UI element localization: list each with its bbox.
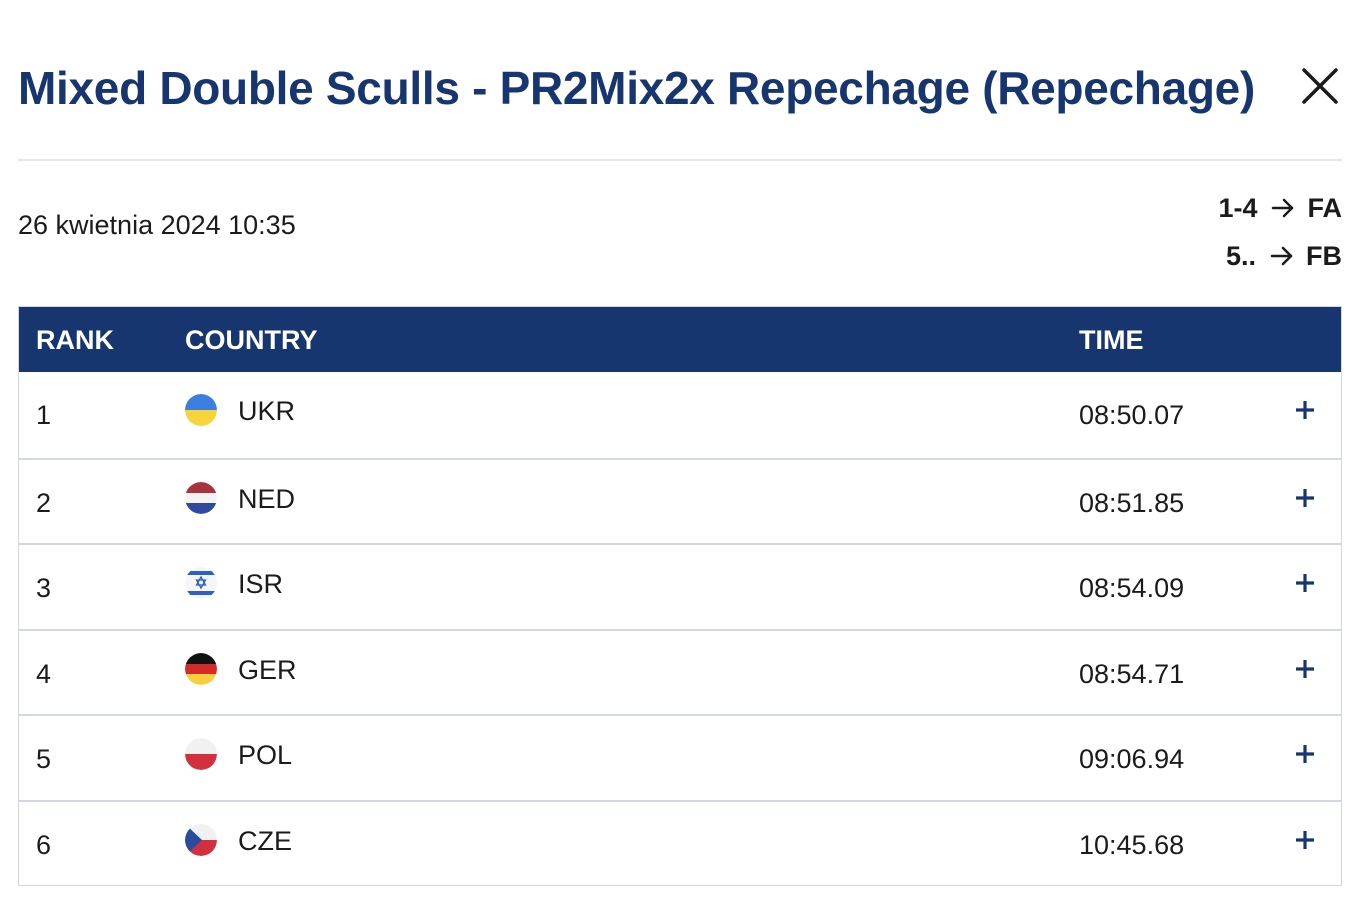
page-title: Mixed Double Sculls - PR2Mix2x Repechage… — [18, 62, 1255, 114]
close-icon — [1302, 68, 1338, 104]
country-cell: POL — [238, 740, 293, 770]
header-time: TIME — [1079, 325, 1144, 355]
progression-rule: 1-4 FA — [1218, 184, 1342, 232]
country-cell: CZE — [238, 825, 292, 856]
arrow-right-icon — [1270, 246, 1293, 266]
header-country: COUNTRY — [185, 325, 318, 355]
germany-flag-icon — [185, 652, 217, 685]
table-row: 6 CZE 10:45.68 — [19, 799, 1341, 886]
progression-target: FB — [1306, 240, 1342, 271]
header-divider — [18, 159, 1342, 161]
table-row: 4 GER 08:54.71 — [19, 628, 1341, 715]
poland-flag-icon — [185, 738, 217, 770]
plus-icon[interactable] — [1293, 742, 1317, 766]
time-cell: 08:54.09 — [1079, 573, 1185, 603]
rank-cell: 1 — [36, 400, 52, 430]
plus-icon[interactable] — [1293, 571, 1317, 595]
progression-range: 5.. — [1225, 240, 1256, 271]
plus-icon[interactable] — [1293, 486, 1317, 510]
czechia-flag-icon — [185, 823, 217, 856]
table-row: 3 ISR 08:54.09 — [19, 543, 1341, 629]
results-table: RANK COUNTRY TIME 1 UKR 08:50.07 — [18, 306, 1342, 886]
ukraine-flag-icon — [185, 394, 217, 426]
netherlands-flag-icon — [185, 481, 217, 514]
rank-cell: 5 — [36, 744, 52, 774]
time-cell: 08:54.71 — [1079, 658, 1185, 689]
table-row: 2 NED 08:51.85 — [19, 457, 1341, 544]
time-cell: 08:51.85 — [1079, 487, 1185, 518]
race-date: 26 kwietnia 2024 10:35 — [18, 210, 296, 240]
plus-icon[interactable] — [1293, 828, 1317, 852]
race-meta: 26 kwietnia 2024 10:35 1-4 FA 5.. FB — [18, 180, 1342, 280]
rank-cell: 2 — [36, 487, 52, 518]
time-cell: 08:50.07 — [1079, 400, 1185, 430]
progression-rule: 5.. FB — [1218, 232, 1342, 280]
arrow-right-icon — [1272, 198, 1294, 218]
plus-icon[interactable] — [1293, 398, 1317, 422]
progression-rules: 1-4 FA 5.. FB — [1218, 184, 1342, 280]
table-row: 5 POL 09:06.94 — [19, 714, 1341, 800]
rank-cell: 6 — [36, 829, 52, 860]
results-modal: Mixed Double Sculls - PR2Mix2x Repechage… — [18, 0, 1342, 904]
country-cell: NED — [238, 483, 296, 514]
table-body: 1 UKR 08:50.07 2 — [19, 372, 1341, 885]
close-button[interactable] — [1300, 66, 1340, 106]
plus-icon[interactable] — [1293, 657, 1317, 681]
time-cell: 10:45.68 — [1079, 829, 1185, 860]
table-header: RANK COUNTRY TIME — [19, 307, 1341, 372]
israel-flag-icon — [185, 567, 217, 599]
rank-cell: 4 — [36, 658, 52, 689]
country-cell: UKR — [238, 396, 296, 426]
time-cell: 09:06.94 — [1079, 744, 1185, 774]
progression-range: 1-4 — [1218, 192, 1258, 223]
country-cell: GER — [238, 654, 297, 685]
table-row: 1 UKR 08:50.07 — [19, 372, 1341, 458]
modal-header: Mixed Double Sculls - PR2Mix2x Repechage… — [18, 56, 1342, 120]
progression-target: FA — [1307, 192, 1342, 223]
rank-cell: 3 — [36, 573, 52, 603]
country-cell: ISR — [238, 569, 284, 599]
header-rank: RANK — [36, 325, 114, 355]
